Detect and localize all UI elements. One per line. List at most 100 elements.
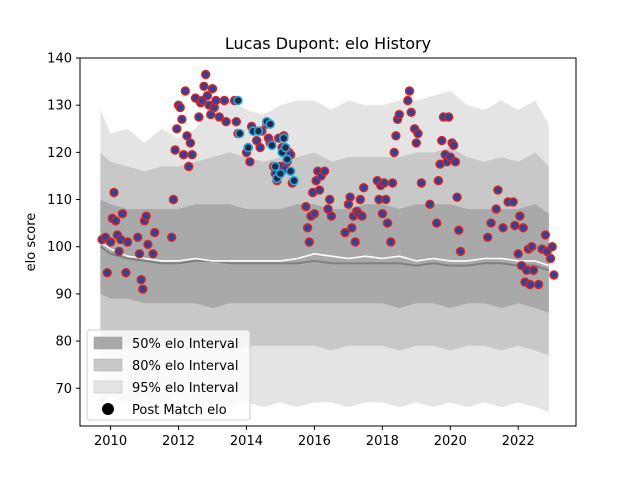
data-point [121,268,131,278]
legend-label-95: 95% elo Interval [132,381,239,396]
data-point [194,112,204,122]
data-point [515,211,525,221]
data-point [166,232,177,243]
y-tick-label: 110 [47,193,72,208]
data-point [525,279,535,290]
data-point [255,142,265,153]
data-point [170,145,180,155]
data-point [483,232,493,243]
data-point [221,116,231,127]
data-point [406,107,416,118]
data-point [389,147,399,158]
data-point [245,157,255,167]
y-axis: 70 80 90 100 110 120 130 140 [47,52,80,397]
x-tick-label: 2020 [434,434,467,449]
data-point [180,86,191,96]
data-point [386,237,396,247]
highlighted-point [289,175,299,186]
y-tick-label: 140 [47,52,72,67]
data-point [359,182,369,193]
data-point [454,225,464,235]
data-point [549,270,559,280]
y-tick-label: 130 [47,99,72,114]
highlighted-point [233,95,243,106]
legend-swatch-post-match [102,403,114,415]
data-point [136,275,146,285]
legend-box [86,329,251,421]
y-tick-label: 90 [55,287,72,302]
chart-title: Lucas Dupont: elo History [225,34,431,53]
data-point [325,194,335,205]
x-tick-label: 2012 [162,434,195,449]
data-point [148,249,158,259]
data-point [391,131,401,141]
data-point [350,237,360,247]
band-50 [100,199,549,313]
data-point [141,211,151,221]
trend-lines [99,241,550,272]
data-point [114,246,124,257]
legend-label-post-match: Post Match elo [132,403,227,418]
median-line [99,245,550,272]
data-point [185,138,196,148]
data-point [455,246,466,257]
legend-swatch-95 [93,380,123,394]
data-point [207,83,218,94]
x-tick-label: 2010 [94,434,127,449]
data-point [326,211,337,221]
data-point [105,237,116,247]
data-point [381,194,391,205]
data-point [382,218,393,228]
data-point [452,192,462,202]
data-point [437,135,447,146]
data-point [411,138,421,148]
data-point [403,95,413,106]
highlighted-point [275,168,286,179]
data-point [377,208,388,219]
data-point [416,178,427,188]
data-point [527,241,537,252]
data-point [211,95,221,106]
data-point [143,239,153,250]
legend: 50% elo Interval 80% elo Interval 95% el… [86,329,251,421]
data-point [498,223,508,233]
data-point [200,69,211,80]
data-point [357,211,367,221]
data-point [493,185,503,195]
data-point [413,128,423,139]
data-point [183,161,194,172]
data-point [175,102,185,113]
post-match-points [97,69,559,294]
data-point [302,223,313,233]
highlighted-point [270,161,281,172]
mean-line [99,241,550,267]
legend-swatch-50 [93,336,123,350]
data-point [177,114,187,125]
data-point [404,86,415,96]
data-point [443,112,454,122]
data-point [122,237,133,247]
data-point [528,265,539,275]
data-point [309,208,320,219]
data-point [540,230,551,240]
highlighted-point [267,140,277,151]
data-point [387,178,398,188]
data-point [187,149,197,160]
highlighted-point [282,154,293,165]
data-point [133,232,143,243]
x-tick-label: 2016 [298,434,331,449]
highlighted-point [285,166,296,176]
highlighted-point [280,142,291,153]
data-point [513,249,523,259]
data-point [545,253,556,264]
highlighted-point [243,142,253,153]
y-axis-label: elo score [24,213,39,272]
data-point [508,197,518,207]
data-point [301,201,311,212]
data-point [110,216,121,226]
data-point [345,192,355,202]
data-point [168,194,179,205]
data-point [149,227,160,238]
data-point [231,116,242,127]
data-point [172,124,182,134]
